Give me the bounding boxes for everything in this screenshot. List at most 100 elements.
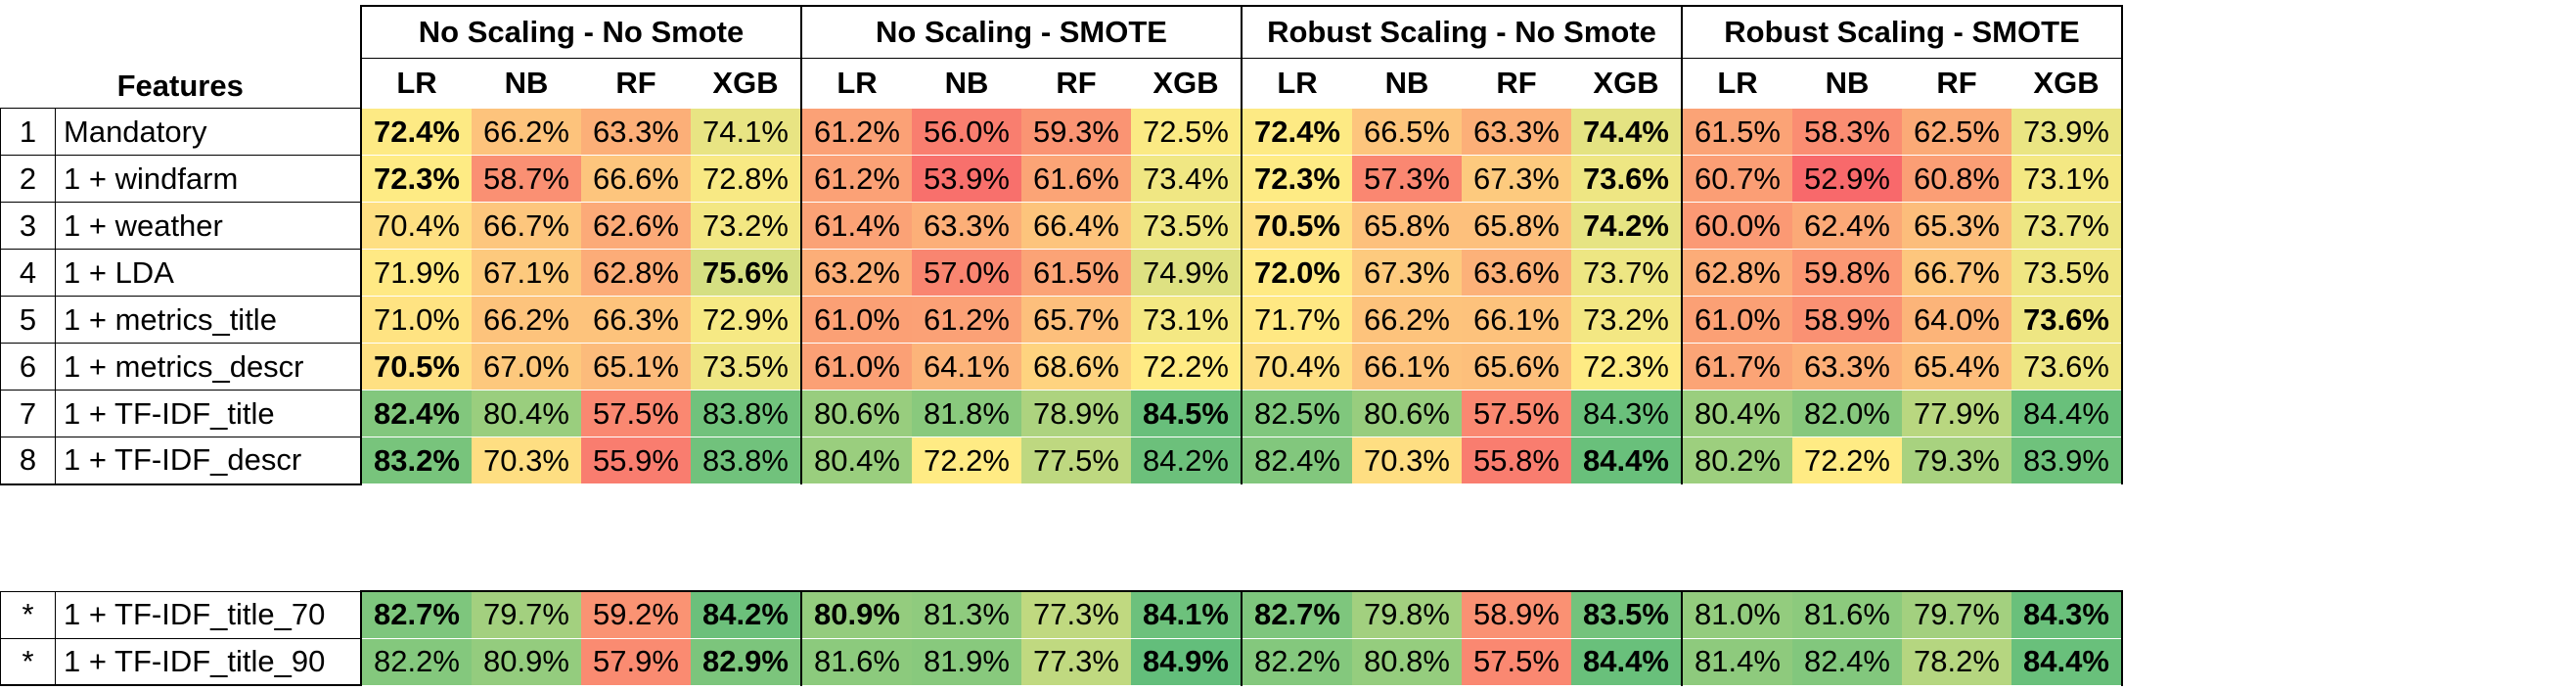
- score-cell: 58.3%: [1792, 108, 1902, 156]
- score-cell: 71.7%: [1241, 296, 1352, 344]
- score-cell: 56.0%: [912, 108, 1021, 156]
- score-cell: 73.6%: [2011, 343, 2123, 391]
- group-header: Robust Scaling - SMOTE: [1681, 5, 2123, 59]
- score-cell: 72.3%: [1571, 343, 1683, 391]
- score-cell: 82.9%: [691, 637, 802, 686]
- score-cell: 63.6%: [1462, 249, 1571, 297]
- score-cell: 80.6%: [1352, 390, 1462, 437]
- score-cell: 60.7%: [1681, 155, 1792, 203]
- feature-label: 1 + TF-IDF_title_70: [55, 590, 362, 639]
- score-cell: 70.3%: [1352, 437, 1462, 484]
- score-cell: 52.9%: [1792, 155, 1902, 203]
- table-row: * 1 + TF-IDF_title_90 82.2% 80.9% 57.9% 82.9%…: [0, 637, 2123, 686]
- score-cell: 72.2%: [1131, 343, 1243, 391]
- feature-label: 1 + LDA: [55, 249, 362, 297]
- score-cell: 82.0%: [1792, 390, 1902, 437]
- score-cell: 80.4%: [1681, 390, 1792, 437]
- score-cell: 61.5%: [1021, 249, 1131, 297]
- model-header: RF: [1462, 58, 1571, 109]
- score-cell: 73.7%: [1571, 249, 1683, 297]
- score-cell: 61.6%: [1021, 155, 1131, 203]
- score-cell: 59.8%: [1792, 249, 1902, 297]
- score-cell: 60.8%: [1902, 155, 2011, 203]
- score-cell: 66.2%: [472, 108, 581, 156]
- score-cell: 80.4%: [800, 437, 912, 484]
- score-cell: 66.2%: [1352, 296, 1462, 344]
- score-cell: 84.1%: [1131, 590, 1243, 639]
- score-cell: 82.4%: [360, 390, 472, 437]
- score-cell: 75.6%: [691, 249, 802, 297]
- score-cell: 73.2%: [691, 202, 802, 250]
- score-cell: 78.2%: [1902, 637, 2011, 686]
- feature-label: 1 + metrics_descr: [55, 343, 362, 391]
- score-cell: 72.3%: [1241, 155, 1352, 203]
- feature-label: 1 + weather: [55, 202, 362, 250]
- score-cell: 57.5%: [1462, 390, 1571, 437]
- score-cell: 67.0%: [472, 343, 581, 391]
- score-cell: 55.8%: [1462, 437, 1571, 484]
- score-cell: 81.6%: [1792, 590, 1902, 639]
- score-cell: 61.2%: [800, 108, 912, 156]
- score-cell: 77.9%: [1902, 390, 2011, 437]
- score-cell: 74.4%: [1571, 108, 1683, 156]
- extra-results-table: * 1 + TF-IDF_title_70 82.7% 79.7% 59.2% 84.2%…: [0, 590, 2123, 686]
- score-cell: 57.5%: [581, 390, 691, 437]
- score-cell: 67.3%: [1462, 155, 1571, 203]
- score-cell: 61.7%: [1681, 343, 1792, 391]
- score-cell: 80.9%: [800, 590, 912, 639]
- score-cell: 82.7%: [1241, 590, 1352, 639]
- score-cell: 65.8%: [1462, 202, 1571, 250]
- score-cell: 74.1%: [691, 108, 802, 156]
- model-header: LR: [1241, 58, 1352, 109]
- score-cell: 82.5%: [1241, 390, 1352, 437]
- score-cell: 84.4%: [1571, 637, 1683, 686]
- score-cell: 63.3%: [1792, 343, 1902, 391]
- score-cell: 66.6%: [581, 155, 691, 203]
- model-header: RF: [1902, 58, 2011, 109]
- score-cell: 73.9%: [2011, 108, 2123, 156]
- score-cell: 66.5%: [1352, 108, 1462, 156]
- model-header: NB: [1792, 58, 1902, 109]
- score-cell: 80.4%: [472, 390, 581, 437]
- group-header: Robust Scaling - No Smote: [1241, 5, 1683, 59]
- row-number: 6: [0, 343, 56, 391]
- score-cell: 65.1%: [581, 343, 691, 391]
- score-cell: 84.4%: [2011, 637, 2123, 686]
- score-cell: 61.2%: [912, 296, 1021, 344]
- row-number: 5: [0, 296, 56, 344]
- score-cell: 73.2%: [1571, 296, 1683, 344]
- score-cell: 84.5%: [1131, 390, 1243, 437]
- score-cell: 58.9%: [1462, 590, 1571, 639]
- model-header: XGB: [691, 58, 802, 109]
- model-header: NB: [472, 58, 581, 109]
- feature-label: 1 + windfarm: [55, 155, 362, 203]
- score-cell: 77.3%: [1021, 590, 1131, 639]
- table-row: * 1 + TF-IDF_title_70 82.7% 79.7% 59.2% 84.2%…: [0, 590, 2123, 639]
- score-cell: 62.5%: [1902, 108, 2011, 156]
- row-number: 7: [0, 390, 56, 437]
- score-cell: 62.8%: [581, 249, 691, 297]
- score-cell: 80.9%: [472, 637, 581, 686]
- score-cell: 64.0%: [1902, 296, 2011, 344]
- row-number: 2: [0, 155, 56, 203]
- score-cell: 83.5%: [1571, 590, 1683, 639]
- model-header: NB: [1352, 58, 1462, 109]
- score-cell: 66.4%: [1021, 202, 1131, 250]
- score-cell: 70.5%: [1241, 202, 1352, 250]
- row-number: 4: [0, 249, 56, 297]
- score-cell: 84.3%: [1571, 390, 1683, 437]
- score-cell: 65.7%: [1021, 296, 1131, 344]
- score-cell: 71.9%: [360, 249, 472, 297]
- score-cell: 73.1%: [1131, 296, 1243, 344]
- row-number: 1: [0, 108, 56, 156]
- score-cell: 72.4%: [360, 108, 472, 156]
- score-cell: 65.6%: [1462, 343, 1571, 391]
- score-cell: 65.8%: [1352, 202, 1462, 250]
- score-cell: 72.0%: [1241, 249, 1352, 297]
- score-cell: 61.0%: [800, 296, 912, 344]
- model-header: XGB: [2011, 58, 2123, 109]
- feature-label: 1 + TF-IDF_title_90: [55, 637, 362, 686]
- score-cell: 63.2%: [800, 249, 912, 297]
- score-cell: 66.1%: [1462, 296, 1571, 344]
